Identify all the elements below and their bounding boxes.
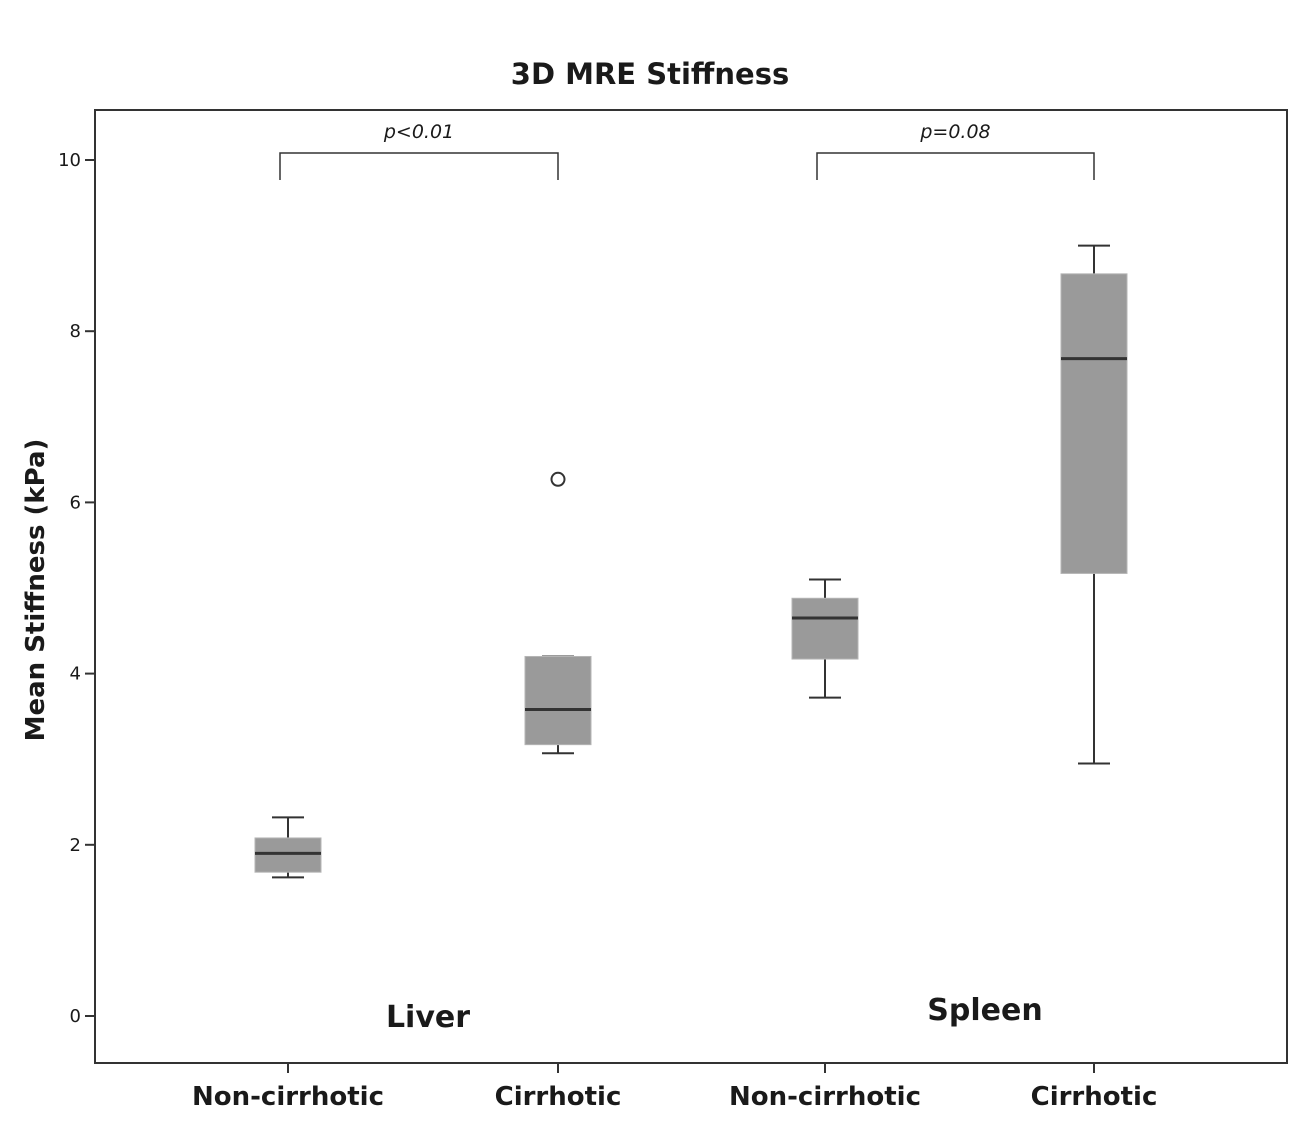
x-tick-label: Non-cirrhotic xyxy=(192,1082,384,1112)
x-tick-label: Cirrhotic xyxy=(1031,1082,1158,1112)
significance-annotations: p<0.01 p=0.08 xyxy=(279,121,1095,180)
group-label-spleen: Spleen xyxy=(927,993,1042,1028)
significance-bracket xyxy=(816,152,1095,180)
outlier-point xyxy=(550,471,566,487)
x-axis: Non-cirrhotic Cirrhotic Non-cirrhotic Cirrh… xyxy=(192,1063,1157,1112)
y-tick-label: 2 xyxy=(70,835,81,856)
box-1 xyxy=(254,816,322,879)
y-axis: 0 2 4 6 8 10 xyxy=(58,150,95,1027)
boxes-layer xyxy=(254,244,1128,879)
box-2 xyxy=(524,471,592,755)
y-tick-label: 10 xyxy=(58,150,81,171)
y-tick-label: 4 xyxy=(70,664,81,685)
y-tick-label: 8 xyxy=(70,321,81,342)
y-axis-label: Mean Stiffness (kPa) xyxy=(21,439,51,742)
p-value-label: p<0.01 xyxy=(383,121,454,143)
plot-frame xyxy=(94,109,1288,1064)
iqr-box xyxy=(791,597,859,660)
x-tick-label: Cirrhotic xyxy=(495,1082,622,1112)
iqr-box xyxy=(524,655,592,746)
y-tick-label: 6 xyxy=(70,492,81,513)
group-label-liver: Liver xyxy=(386,1000,470,1035)
x-tick-label: Non-cirrhotic xyxy=(729,1082,921,1112)
iqr-box xyxy=(1060,273,1128,574)
box-4 xyxy=(1060,244,1128,765)
p-value-label: p=0.08 xyxy=(919,121,990,143)
iqr-box xyxy=(254,837,322,873)
chart-title: 3D MRE Stiffness xyxy=(511,57,789,91)
y-tick-label: 0 xyxy=(70,1006,81,1027)
box-3 xyxy=(791,578,859,699)
group-labels: Liver Spleen xyxy=(386,993,1043,1035)
significance-bracket xyxy=(279,152,559,180)
